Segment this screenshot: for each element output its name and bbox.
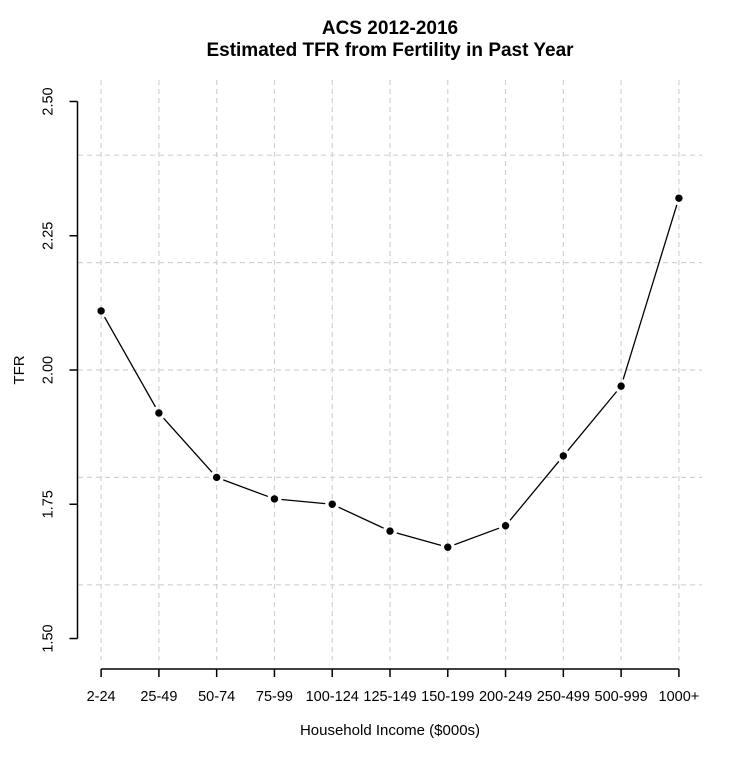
y-axis-title: TFR	[11, 355, 28, 384]
series-line-segment	[223, 479, 269, 498]
grid-lines	[78, 80, 702, 660]
x-tick-label: 100-124	[306, 689, 359, 705]
data-point-25-49	[155, 409, 163, 417]
chart-subtitle: Estimated TFR from Fertility in Past Yea…	[206, 40, 574, 61]
data-point-50-74	[212, 473, 221, 482]
data-point-100-124	[328, 500, 336, 508]
data-point-2-24	[97, 307, 105, 315]
x-tick-label: 125-149	[363, 689, 416, 705]
data-point-250-499	[559, 452, 568, 460]
data-point-500-999	[617, 382, 625, 390]
data-point-125-149	[386, 527, 394, 535]
x-tick-label: 2-24	[87, 689, 116, 705]
y-tick-label: 2.00	[41, 356, 57, 384]
data-point-75-99	[270, 495, 279, 503]
x-tick-label: 200-249	[479, 689, 532, 705]
y-tick-label: 2.25	[41, 222, 57, 250]
x-axis-title: Household Income ($000s)	[300, 722, 480, 739]
tfr-series	[97, 194, 683, 551]
x-tick-label: 50-74	[198, 689, 235, 705]
series-line-segment	[454, 527, 500, 546]
y-tick-label: 2.50	[41, 87, 57, 115]
x-tick-label: 500-999	[595, 689, 648, 705]
data-point-200-249	[501, 522, 510, 530]
series-line-segment	[509, 460, 560, 521]
series-line-segment	[567, 391, 618, 451]
data-point-150-199	[444, 543, 452, 551]
data-point-1000+	[675, 194, 683, 202]
y-tick-label: 1.75	[41, 490, 57, 518]
series-line-segment	[622, 204, 678, 380]
axes: 2-24 25-49 50-74 75-99 100-124 125-149 150-199…	[41, 87, 700, 705]
series-line-segment	[281, 498, 326, 505]
series-line-segment	[396, 532, 442, 546]
x-tick-label: 150-199	[421, 689, 474, 705]
chart-title: ACS 2012-2016	[322, 18, 458, 39]
x-tick-label: 1000+	[659, 689, 700, 705]
x-tick-label: 250-499	[537, 689, 590, 705]
series-line-segment	[163, 417, 213, 473]
series-line-segment	[103, 316, 157, 408]
x-tick-label: 75-99	[256, 689, 293, 705]
series-line-segment	[338, 506, 384, 529]
x-tick-label: 25-49	[140, 689, 177, 705]
y-tick-label: 1.50	[41, 624, 57, 652]
